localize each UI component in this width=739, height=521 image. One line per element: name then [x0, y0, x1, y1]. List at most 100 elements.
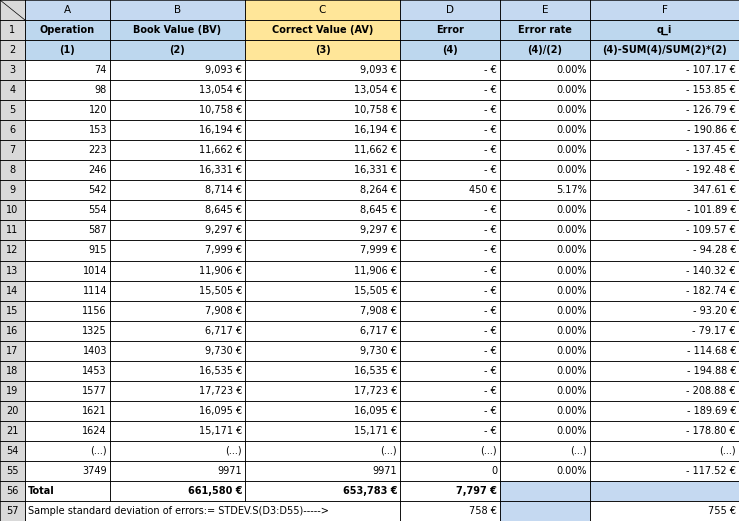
Text: - €: - € — [484, 165, 497, 176]
Text: 98: 98 — [95, 85, 107, 95]
Text: Error rate: Error rate — [518, 25, 572, 35]
Text: 16,331 €: 16,331 € — [199, 165, 242, 176]
Text: - €: - € — [484, 345, 497, 356]
Bar — [0, 280, 25, 301]
Bar — [0, 501, 25, 521]
Text: - 93.20 €: - 93.20 € — [692, 306, 736, 316]
Text: - 94.28 €: - 94.28 € — [692, 245, 736, 255]
Text: 17,723 €: 17,723 € — [354, 386, 397, 396]
Text: 11: 11 — [7, 226, 18, 235]
Bar — [0, 320, 25, 341]
Text: 19: 19 — [7, 386, 18, 396]
Bar — [0, 341, 25, 361]
Text: 57: 57 — [6, 506, 18, 516]
Text: 15,505 €: 15,505 € — [354, 286, 397, 295]
Bar — [0, 301, 25, 320]
Bar — [0, 160, 25, 180]
Text: 56: 56 — [7, 486, 18, 496]
Text: 14: 14 — [7, 286, 18, 295]
Text: - 153.85 €: - 153.85 € — [687, 85, 736, 95]
Bar — [25, 40, 110, 60]
Bar — [0, 40, 25, 60]
Text: 0.00%: 0.00% — [556, 165, 587, 176]
Text: 13,054 €: 13,054 € — [354, 85, 397, 95]
Bar — [0, 20, 25, 40]
Text: - €: - € — [484, 406, 497, 416]
Bar — [245, 0, 400, 20]
Text: 1624: 1624 — [83, 426, 107, 436]
Text: - 140.32 €: - 140.32 € — [687, 266, 736, 276]
Bar — [0, 481, 25, 501]
Bar — [500, 20, 590, 40]
Text: 11,906 €: 11,906 € — [354, 266, 397, 276]
Text: 1156: 1156 — [83, 306, 107, 316]
Text: 755 €: 755 € — [708, 506, 736, 516]
Bar — [25, 501, 400, 521]
Bar — [25, 0, 110, 20]
Text: 10,758 €: 10,758 € — [354, 105, 397, 115]
Text: 758 €: 758 € — [469, 506, 497, 516]
Bar — [0, 461, 25, 481]
Text: (...): (...) — [381, 446, 397, 456]
Text: - 194.88 €: - 194.88 € — [687, 366, 736, 376]
Bar — [590, 0, 739, 20]
Bar — [0, 140, 25, 160]
Text: 55: 55 — [6, 466, 18, 476]
Text: Total: Total — [28, 486, 55, 496]
Text: 0.00%: 0.00% — [556, 345, 587, 356]
Text: 16,194 €: 16,194 € — [199, 125, 242, 135]
Text: E: E — [542, 5, 548, 15]
Text: 1014: 1014 — [83, 266, 107, 276]
Text: 8,645 €: 8,645 € — [360, 205, 397, 215]
Text: 1325: 1325 — [82, 326, 107, 336]
Text: 9,093 €: 9,093 € — [360, 65, 397, 75]
Text: (2): (2) — [170, 45, 185, 55]
Bar — [245, 20, 400, 40]
Bar — [0, 100, 25, 120]
Text: 153: 153 — [89, 125, 107, 135]
Text: 1453: 1453 — [83, 366, 107, 376]
Text: 0.00%: 0.00% — [556, 386, 587, 396]
Bar — [590, 20, 739, 40]
Text: 7,908 €: 7,908 € — [360, 306, 397, 316]
Text: 1114: 1114 — [83, 286, 107, 295]
Text: 0.00%: 0.00% — [556, 205, 587, 215]
Text: 10,758 €: 10,758 € — [199, 105, 242, 115]
Text: 542: 542 — [89, 185, 107, 195]
Text: 3: 3 — [10, 65, 16, 75]
Text: 7,908 €: 7,908 € — [205, 306, 242, 316]
Text: - €: - € — [484, 125, 497, 135]
Bar — [0, 260, 25, 280]
Text: - 107.17 €: - 107.17 € — [687, 65, 736, 75]
Text: 587: 587 — [89, 226, 107, 235]
Text: 21: 21 — [7, 426, 18, 436]
Text: 9,297 €: 9,297 € — [360, 226, 397, 235]
Bar — [0, 361, 25, 381]
Text: 9,297 €: 9,297 € — [205, 226, 242, 235]
Text: 5.17%: 5.17% — [556, 185, 587, 195]
Bar — [0, 441, 25, 461]
Text: 7,797 €: 7,797 € — [456, 486, 497, 496]
Text: - 109.57 €: - 109.57 € — [687, 226, 736, 235]
Text: - 117.52 €: - 117.52 € — [687, 466, 736, 476]
Text: 5: 5 — [10, 105, 16, 115]
Text: - €: - € — [484, 366, 497, 376]
Text: - 137.45 €: - 137.45 € — [687, 145, 736, 155]
Text: (...): (...) — [571, 446, 587, 456]
Text: 17: 17 — [7, 345, 18, 356]
Text: 7: 7 — [10, 145, 16, 155]
Text: 0.00%: 0.00% — [556, 105, 587, 115]
Text: B: B — [174, 5, 181, 15]
Text: 9,730 €: 9,730 € — [205, 345, 242, 356]
Text: Correct Value (AV): Correct Value (AV) — [272, 25, 373, 35]
Text: - 79.17 €: - 79.17 € — [692, 326, 736, 336]
Text: 16,095 €: 16,095 € — [354, 406, 397, 416]
Text: 9971: 9971 — [217, 466, 242, 476]
Text: 8,714 €: 8,714 € — [205, 185, 242, 195]
Text: - €: - € — [484, 245, 497, 255]
Text: - 114.68 €: - 114.68 € — [687, 345, 736, 356]
Text: 9971: 9971 — [372, 466, 397, 476]
Text: 13: 13 — [7, 266, 18, 276]
Bar — [110, 40, 245, 60]
Text: - 126.79 €: - 126.79 € — [687, 105, 736, 115]
